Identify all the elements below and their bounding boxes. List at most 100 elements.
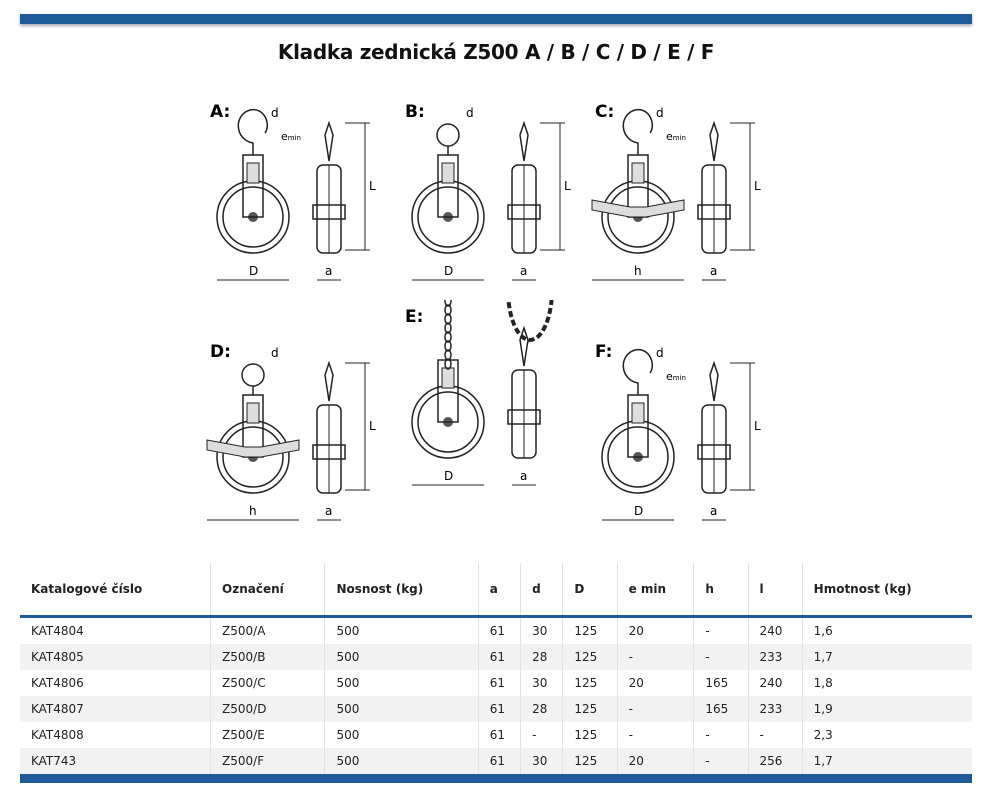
table-cell: 61 <box>478 644 522 670</box>
column-header: h <box>693 563 749 618</box>
pulley-drawing: B: L D a d <box>405 102 571 281</box>
svg-text:a: a <box>710 504 717 518</box>
pulley-drawing: E: D a <box>405 214 554 486</box>
figure-label: B: <box>405 102 425 122</box>
table-cell: 125 <box>562 616 618 644</box>
svg-text:L: L <box>369 179 376 193</box>
table-row: KAT4806 Z500/C 500 61 30 125 20 165 240 1,8 <box>20 670 972 696</box>
table-cell: 500 <box>324 670 479 696</box>
svg-text:emin: emin <box>666 370 686 383</box>
table-cell: 1,7 <box>802 644 972 670</box>
svg-text:a: a <box>710 264 717 278</box>
table-cell: - <box>693 644 749 670</box>
table-cell: 20 <box>617 748 695 774</box>
pulley-drawing: D: Lh a d <box>206 342 376 521</box>
table-cell: - <box>748 722 803 748</box>
svg-text:D: D <box>249 264 258 278</box>
svg-text:L: L <box>564 179 571 193</box>
table-cell: KAT4804 <box>20 616 212 644</box>
table-cell: 500 <box>324 616 479 644</box>
table-cell: 500 <box>324 644 479 670</box>
column-header: l <box>748 563 803 618</box>
table-cell: 233 <box>748 644 803 670</box>
table-cell: KAT743 <box>20 748 212 774</box>
top-accent-bar <box>20 14 972 24</box>
table-cell: 20 <box>617 616 695 644</box>
figure-label: D: <box>210 342 231 362</box>
table-cell: KAT4808 <box>20 722 212 748</box>
table-cell: Z500/F <box>210 748 326 774</box>
table-cell: 500 <box>324 748 479 774</box>
table-row: KAT4805 Z500/B 500 61 28 125- -233 1,7 <box>20 644 972 670</box>
table-cell: 240 <box>748 616 803 644</box>
figure-label: C: <box>595 102 614 122</box>
table-cell: 61 <box>478 722 522 748</box>
column-header: D <box>562 563 618 618</box>
bottom-accent-bar <box>20 774 972 783</box>
table-cell: 1,6 <box>813 624 833 638</box>
table-cell: Z500/A <box>210 616 326 644</box>
svg-text:d: d <box>466 106 474 120</box>
figure-label: A: <box>210 102 230 122</box>
column-header: a <box>478 563 522 618</box>
svg-text:a: a <box>520 264 527 278</box>
svg-text:h: h <box>634 264 642 278</box>
table-cell: 240 <box>748 670 803 696</box>
table-row: KAT4807 Z500/D 500 61 28 125-165 233 1,9 <box>20 696 972 722</box>
table-cell: 20 <box>617 670 695 696</box>
svg-text:a: a <box>325 504 332 518</box>
svg-text:emin: emin <box>666 130 686 143</box>
table-cell: 30 <box>520 670 564 696</box>
column-header: Katalogové číslo <box>20 563 212 618</box>
table-cell: Z500/E <box>210 722 326 748</box>
table-cell: 30 <box>520 748 564 774</box>
table-cell: Z500/D <box>210 696 326 722</box>
table-cell: - <box>617 696 695 722</box>
svg-text:D: D <box>444 469 453 483</box>
table-cell: 61 <box>478 670 522 696</box>
table-cell: - <box>617 644 695 670</box>
table-cell: 233 <box>748 696 803 722</box>
svg-text:d: d <box>656 346 664 360</box>
svg-text:L: L <box>754 419 761 433</box>
page-title: Kladka zednická Z500 A / B / C / D / E /… <box>277 40 715 64</box>
table-cell: 28 <box>520 644 564 670</box>
table-cell: 28 <box>520 696 564 722</box>
table-cell: Z500/C <box>210 670 326 696</box>
table-cell: - <box>520 722 564 748</box>
svg-text:emin: emin <box>281 130 301 143</box>
svg-text:d: d <box>271 106 279 120</box>
column-header: e min <box>617 563 695 618</box>
column-header: Nosnost (kg) <box>324 563 479 618</box>
table-cell: 125 <box>562 748 618 774</box>
table-cell: 500 <box>324 696 479 722</box>
table-cell: - <box>617 722 695 748</box>
svg-text:L: L <box>369 419 376 433</box>
svg-text:d: d <box>271 346 279 360</box>
table-cell: 500 <box>324 722 479 748</box>
svg-text:D: D <box>634 504 643 518</box>
table-cell: 125 <box>562 644 618 670</box>
table-cell: Z500/B <box>210 644 326 670</box>
table-cell: - <box>693 748 749 774</box>
table-cell: 256 <box>748 748 803 774</box>
table-row: KAT4804 Z500/A 500 61 30 125 20-240 1,6 <box>20 616 972 644</box>
svg-text:a: a <box>325 264 332 278</box>
table-cell: 165 <box>693 670 749 696</box>
svg-text:d: d <box>656 106 664 120</box>
svg-text:L: L <box>754 179 761 193</box>
column-header: Hmotnost (kg) <box>802 563 972 618</box>
table-cell: 125 <box>562 696 618 722</box>
figure-label: F: <box>595 342 612 362</box>
table-cell: KAT4807 <box>20 696 212 722</box>
table-cell: 1,9 <box>802 696 972 722</box>
column-header: d <box>520 563 564 618</box>
